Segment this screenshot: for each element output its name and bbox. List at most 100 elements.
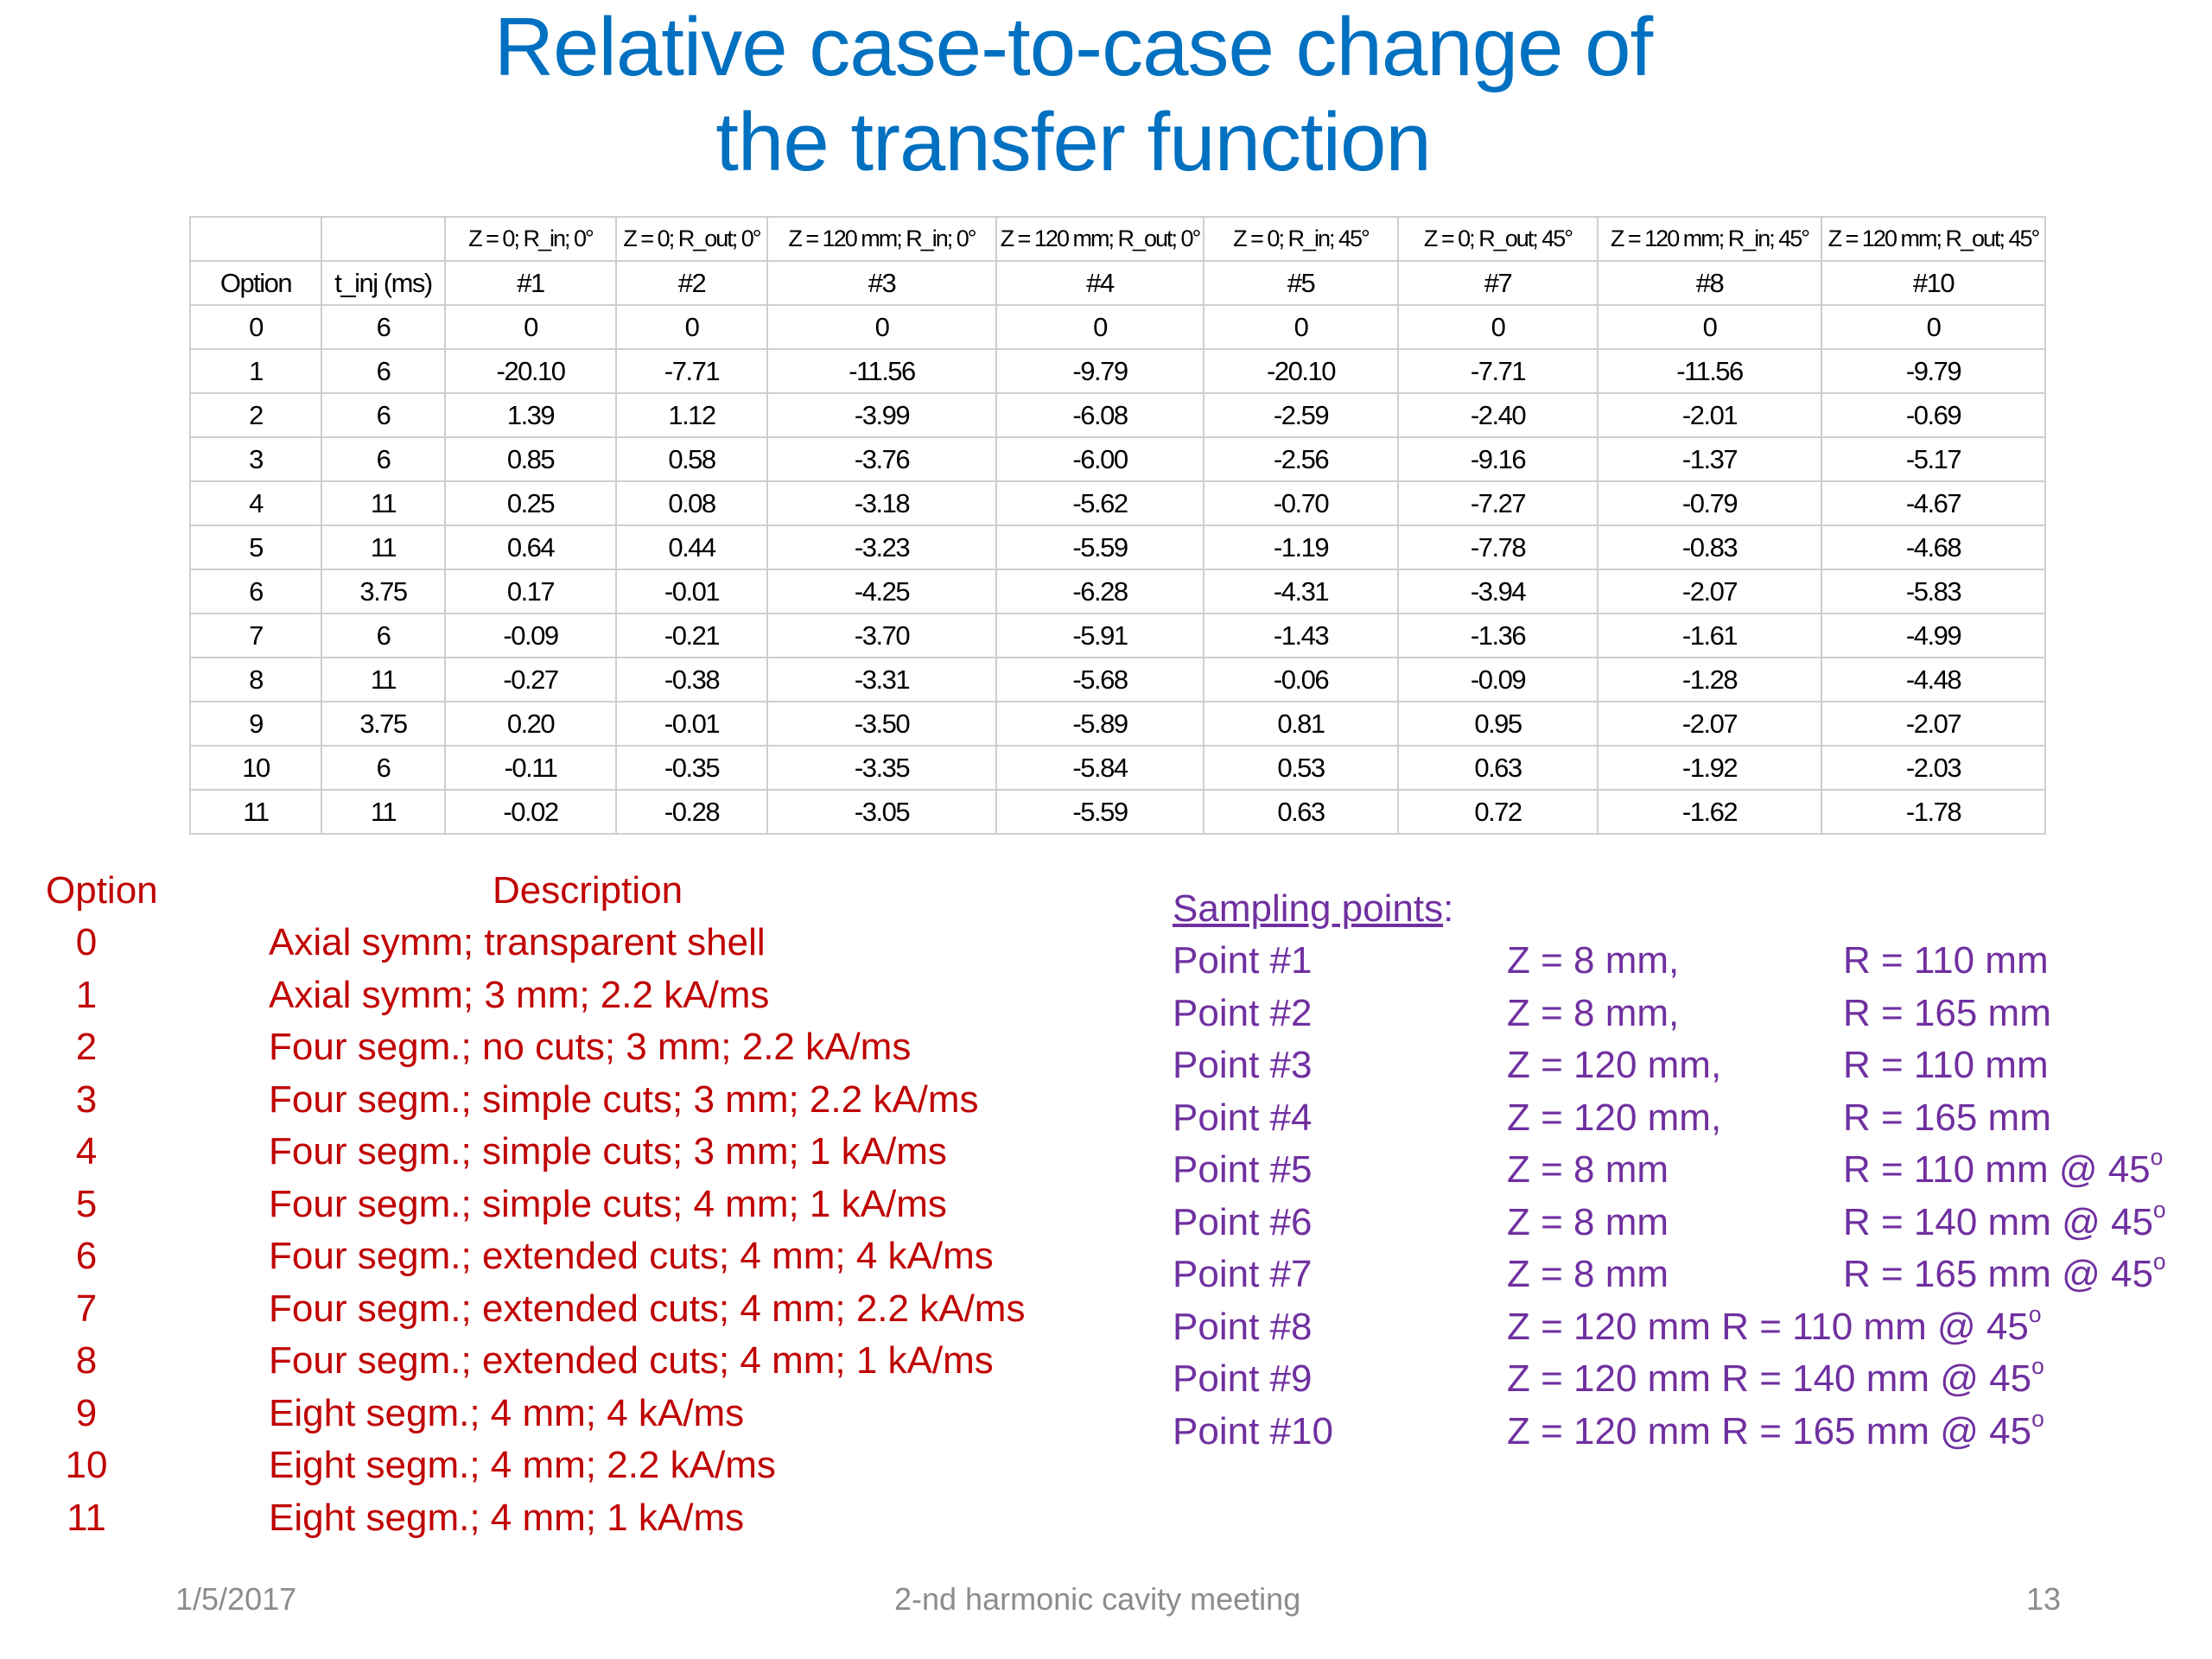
table-cell: 0.64 <box>444 524 617 570</box>
option-number: 1 <box>75 973 98 1016</box>
table-cell: #1 <box>444 260 617 306</box>
sampling-heading-text: Sampling points <box>1173 887 1444 930</box>
point-z-r-text: Z = 120 mm R = 140 mm @ 45 <box>1507 1357 2032 1400</box>
options-header-option: Option <box>46 869 158 912</box>
point-z: Z = 8 mm <box>1507 1148 1669 1191</box>
table-cell: -1.28 <box>1597 657 1822 702</box>
table-cell: -6.00 <box>995 436 1205 482</box>
option-number: 11 <box>67 1496 106 1539</box>
table-cell: -3.18 <box>766 480 997 526</box>
table-cell: -2.03 <box>1821 745 2046 791</box>
point-label: Point #2 <box>1173 991 1313 1034</box>
sampling-point-row: Point #6 Z = 8 mm R = 140 mm @ 45o <box>1173 1198 2166 1254</box>
table-row: 8 11 -0.27 -0.38 -3.31 -5.68 -0.06 -0.09 -1.28 -4… <box>189 657 2046 702</box>
point-label: Point #1 <box>1173 939 1313 982</box>
point-r-text: R = 165 mm @ 45 <box>1843 1253 2153 1295</box>
table-cell: -20.10 <box>444 348 617 394</box>
table-cell: 6 <box>321 436 446 482</box>
sampling-points: Sampling points: Point #1 Z = 8 mm, R = 11… <box>1173 887 2166 1462</box>
table-cell: 0 <box>766 304 997 350</box>
table-cell: Z = 120 mm; R_in; 45° <box>1597 216 1822 262</box>
table-cell <box>189 216 322 262</box>
table-cell: -3.99 <box>766 392 997 438</box>
point-r-text: R = 165 mm <box>1843 1096 2051 1139</box>
table-row: 1 6 -20.10 -7.71 -11.56 -9.79 -20.10 -7.71 -11.5… <box>189 348 2046 394</box>
point-label: Point #6 <box>1173 1200 1313 1243</box>
sampling-heading: Sampling points: <box>1173 887 1453 939</box>
table-cell: 9 <box>189 701 322 747</box>
option-description: Axial symm; 3 mm; 2.2 kA/ms <box>269 973 770 1016</box>
point-z-r: Z = 120 mm R = 140 mm @ 45o <box>1507 1355 2044 1401</box>
table-cell: 3.75 <box>321 701 446 747</box>
table-cell: -7.71 <box>1397 348 1599 394</box>
point-z-r: Z = 120 mm R = 110 mm @ 45o <box>1507 1303 2042 1349</box>
table-cell: 1 <box>189 348 322 394</box>
point-r-text: R = 140 mm @ 45 <box>1843 1200 2153 1243</box>
point-r: R = 110 mm <box>1843 1044 2049 1087</box>
table-cell: -1.61 <box>1597 613 1822 658</box>
point-r: R = 165 mm @ 45o <box>1843 1250 2166 1296</box>
table-cell: -1.78 <box>1821 789 2046 835</box>
table-cell: -0.21 <box>615 613 768 658</box>
table-cell: 8 <box>189 657 322 702</box>
point-z: Z = 120 mm, <box>1507 1044 1722 1086</box>
table-cell: 10 <box>189 745 322 791</box>
point-label: Point #8 <box>1173 1305 1313 1348</box>
table-cell: 0.53 <box>1203 745 1399 791</box>
point-label: Point #10 <box>1173 1409 1333 1452</box>
table-cell: Option <box>189 260 322 306</box>
table-cell: #5 <box>1203 260 1399 306</box>
table-cell: -0.69 <box>1821 392 2046 438</box>
table-cell: 11 <box>321 789 446 835</box>
table-cell: 0.08 <box>615 480 768 526</box>
point-r-text: R = 110 mm @ 45 <box>1843 1148 2151 1191</box>
table-cell: -7.78 <box>1397 524 1599 570</box>
footer-page-number: 13 <box>2026 1581 2062 1617</box>
table-cell: -0.28 <box>615 789 768 835</box>
table-cell: 0 <box>1821 304 2046 350</box>
point-r: R = 110 mm <box>1843 939 2049 982</box>
sampling-point-row: Point #3 Z = 120 mm, R = 110 mm <box>1173 1044 2049 1096</box>
option-description: Four segm.; no cuts; 3 mm; 2.2 kA/ms <box>269 1026 912 1068</box>
sampling-point-row: Point #9 Z = 120 mm R = 140 mm @ 45o <box>1173 1355 2044 1410</box>
option-number: 0 <box>75 921 98 963</box>
option-number: 8 <box>75 1339 98 1382</box>
table-cell: 0.58 <box>615 436 768 482</box>
table-cell: Z = 0; R_in; 0° <box>444 216 617 262</box>
title-line-1: Relative case-to-case change of <box>493 1 1653 93</box>
table-cell: Z = 120 mm; R_out; 45° <box>1821 216 2046 262</box>
table-cell: -4.25 <box>766 569 997 614</box>
table-cell: -5.91 <box>995 613 1205 658</box>
table-cell: 2 <box>189 392 322 438</box>
option-number: 9 <box>75 1391 98 1434</box>
point-z: Z = 120 mm, <box>1507 1096 1722 1139</box>
table-cell: -9.16 <box>1397 436 1599 482</box>
option-description: Eight segm.; 4 mm; 4 kA/ms <box>269 1391 745 1434</box>
point-z-r: Z = 120 mm R = 165 mm @ 45o <box>1507 1408 2044 1453</box>
table-cell: -0.70 <box>1203 480 1399 526</box>
option-description: Four segm.; extended cuts; 4 mm; 4 kA/ms <box>269 1235 994 1277</box>
table-cell: 0.17 <box>444 569 617 614</box>
table-cell: -3.70 <box>766 613 997 658</box>
table-cell: -0.11 <box>444 745 617 791</box>
table-cell: -0.27 <box>444 657 617 702</box>
table-cell: -5.62 <box>995 480 1205 526</box>
table-cell: t_inj (ms) <box>321 260 446 306</box>
table-cell: #2 <box>615 260 768 306</box>
table-cell: 6 <box>321 348 446 394</box>
table-cell: 11 <box>321 480 446 526</box>
table-cell: -3.94 <box>1397 569 1599 614</box>
table-cell: 0 <box>444 304 617 350</box>
table-cell: -11.56 <box>1597 348 1822 394</box>
table-cell: 11 <box>321 657 446 702</box>
table-cell: #10 <box>1821 260 2046 306</box>
point-label: Point #7 <box>1173 1253 1313 1295</box>
point-label: Point #9 <box>1173 1357 1313 1400</box>
option-number: 2 <box>75 1026 98 1068</box>
table-cell: -3.76 <box>766 436 997 482</box>
table-cell: -1.19 <box>1203 524 1399 570</box>
table-cell: #3 <box>766 260 997 306</box>
point-z-r-text: Z = 120 mm R = 165 mm @ 45 <box>1507 1409 2032 1452</box>
point-r: R = 165 mm <box>1843 992 2051 1035</box>
